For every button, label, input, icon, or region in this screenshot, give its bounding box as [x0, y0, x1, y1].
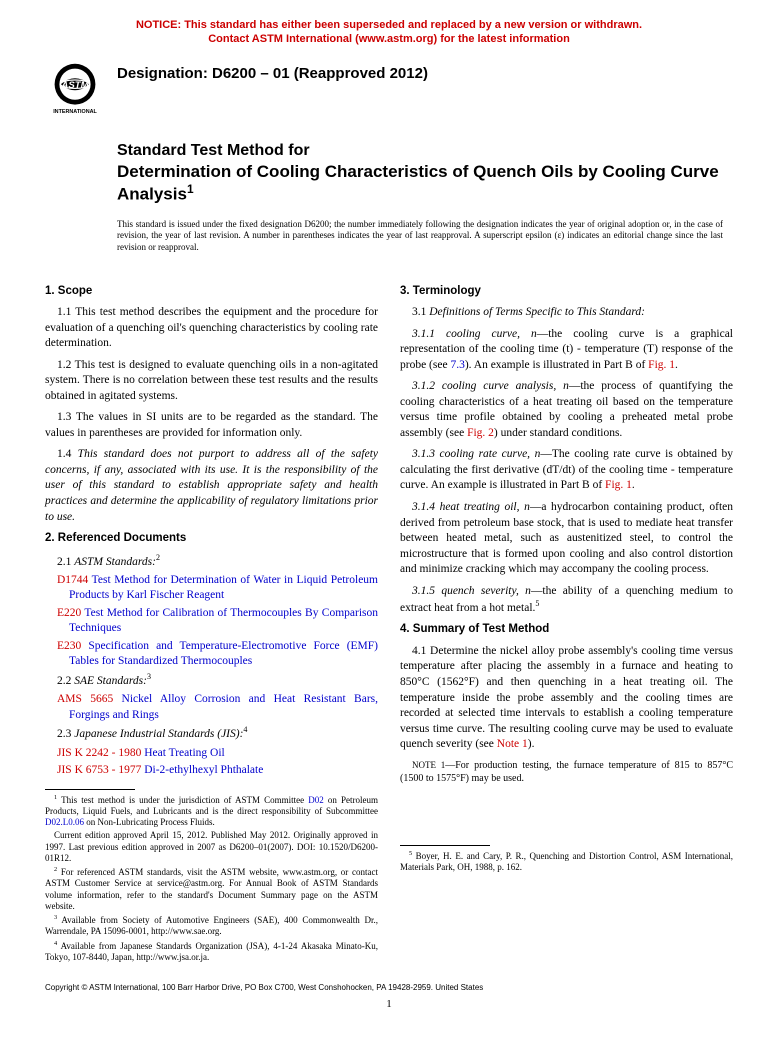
term311-label: 3.1.1 cooling curve, n — [412, 328, 537, 340]
sub-2-1: 2.1 ASTM Standards:2 — [45, 553, 378, 570]
right-column: 3. Terminology 3.1 Definitions of Terms … — [400, 278, 733, 965]
term-3-1-2: 3.1.2 cooling curve analysis, n—the proc… — [400, 379, 733, 441]
ref-e220-code[interactable]: E220 — [57, 607, 81, 619]
title-main-text: Determination of Cooling Characteristics… — [117, 162, 719, 204]
term-3-1-5: 3.1.5 quench severity, n—the ability of … — [400, 584, 733, 617]
ref-jisk2242-code[interactable]: JIS K 2242 - 1980 — [57, 747, 141, 759]
term312-label: 3.1.2 cooling curve analysis, n — [412, 380, 569, 392]
fn1c: on Non-Lubricating Process Fluids. — [84, 817, 215, 827]
designation-text: Designation: D6200 – 01 (Reapproved 2012… — [117, 65, 428, 82]
notice-line2: Contact ASTM International (www.astm.org… — [208, 33, 570, 45]
term315-sup: 5 — [535, 599, 539, 608]
sub-2-3: 2.3 Japanese Industrial Standards (JIS):… — [45, 725, 378, 742]
copyright-line: Copyright © ASTM International, 100 Barr… — [45, 983, 733, 992]
term311-fig[interactable]: Fig. 1 — [648, 359, 675, 371]
term-3-1-4: 3.1.4 heat treating oil, n—a hydrocarbon… — [400, 500, 733, 578]
note1-label: NOTE 1 — [412, 760, 445, 770]
para-1-4-text: This standard does not purport to addres… — [45, 448, 378, 522]
sub21-sup: 2 — [156, 553, 160, 562]
left-column: 1. Scope 1.1 This test method describes … — [45, 278, 378, 965]
footnote-5: 5 Boyer, H. E. and Cary, P. R., Quenchin… — [400, 850, 733, 874]
ref-d1744: D1744 Test Method for Determination of W… — [45, 573, 378, 604]
page-root: NOTICE: This standard has either been su… — [0, 0, 778, 1030]
para-1-3: 1.3 The values in SI units are to be reg… — [45, 410, 378, 441]
notice-banner: NOTICE: This standard has either been su… — [45, 18, 733, 47]
term314-label: 3.1.4 heat treating oil, n — [412, 501, 530, 513]
ref-ams5665-text[interactable]: Nickel Alloy Corrosion and Heat Resistan… — [69, 693, 378, 721]
title-block: Standard Test Method for Determination o… — [117, 141, 723, 205]
term-3-1-1: 3.1.1 cooling curve, n—the cooling curve… — [400, 327, 733, 374]
ref-ams5665-code[interactable]: AMS 5665 — [57, 693, 113, 705]
term313-fig[interactable]: Fig. 1 — [605, 479, 632, 491]
sub22-sup: 3 — [147, 672, 151, 681]
page-number: 1 — [45, 998, 733, 1010]
astm-logo: ASTM INTERNATIONAL — [45, 59, 105, 119]
para41-link[interactable]: Note 1 — [497, 738, 528, 750]
section-2-head: 2. Referenced Documents — [45, 531, 378, 547]
title-pre: Standard Test Method for — [117, 141, 723, 161]
ref-jisk6753-text[interactable]: Di-2-ethylhexyl Phthalate — [144, 764, 263, 776]
term312-fig[interactable]: Fig. 2 — [467, 427, 494, 439]
header-row: ASTM INTERNATIONAL Designation: D6200 – … — [45, 59, 733, 119]
notice-line1: NOTICE: This standard has either been su… — [136, 19, 642, 31]
svg-text:INTERNATIONAL: INTERNATIONAL — [53, 109, 97, 115]
fn1-link2[interactable]: D02.L0.06 — [45, 817, 84, 827]
term313-label: 3.1.3 cooling rate curve, n — [412, 448, 540, 460]
fn4-text: Available from Japanese Standards Organi… — [45, 941, 378, 962]
fn1a: This test method is under the jurisdicti… — [61, 795, 308, 805]
ref-e230-code[interactable]: E230 — [57, 640, 81, 652]
para-1-2: 1.2 This test is designed to evaluate qu… — [45, 358, 378, 405]
term-3-1-3: 3.1.3 cooling rate curve, n—The cooling … — [400, 447, 733, 494]
ref-e220-text[interactable]: Test Method for Calibration of Thermocou… — [69, 607, 378, 635]
term312-end: ) under standard conditions. — [494, 427, 622, 439]
para41a: 4.1 Determine the nickel alloy probe ass… — [400, 645, 733, 750]
footnote-1b: Current edition approved April 15, 2012.… — [45, 830, 378, 864]
svg-text:ASTM: ASTM — [60, 79, 89, 90]
note1-text: —For production testing, the furnace tem… — [400, 760, 733, 784]
title-main: Determination of Cooling Characteristics… — [117, 161, 723, 205]
footnote-4: 4 Available from Japanese Standards Orga… — [45, 940, 378, 964]
sub-3-1-text: Definitions of Terms Specific to This St… — [429, 306, 645, 318]
term311-end: ). An example is illustrated in Part B o… — [465, 359, 648, 371]
footnote-1: 1 This test method is under the jurisdic… — [45, 794, 378, 829]
fn5-text: Boyer, H. E. and Cary, P. R., Quenching … — [400, 851, 733, 872]
title-sup: 1 — [187, 182, 194, 196]
fn2-text: For referenced ASTM standards, visit the… — [45, 867, 378, 911]
sub-2-2: 2.2 SAE Standards:3 — [45, 672, 378, 689]
para-1-1: 1.1 This test method describes the equip… — [45, 305, 378, 352]
ref-jisk6753: JIS K 6753 - 1977 Di-2-ethylhexyl Phthal… — [45, 763, 378, 779]
ref-ams5665: AMS 5665 Nickel Alloy Corrosion and Heat… — [45, 692, 378, 723]
para-1-4: 1.4 This standard does not purport to ad… — [45, 447, 378, 525]
ref-e230: E230 Specification and Temperature-Elect… — [45, 639, 378, 670]
footnote-rule-right — [400, 845, 490, 846]
term315-label: 3.1.5 quench severity, n — [412, 585, 531, 597]
para41b: ). — [528, 738, 535, 750]
sub-3-1: 3.1 Definitions of Terms Specific to Thi… — [400, 305, 733, 321]
para-4-1: 4.1 Determine the nickel alloy probe ass… — [400, 644, 733, 753]
ref-e230-text[interactable]: Specification and Temperature-Electromot… — [69, 640, 378, 668]
ref-jisk2242: JIS K 2242 - 1980 Heat Treating Oil — [45, 746, 378, 762]
term313-dot: . — [632, 479, 635, 491]
footnote-rule-left — [45, 789, 135, 790]
section-1-head: 1. Scope — [45, 284, 378, 300]
term311-dot: . — [675, 359, 678, 371]
footnote-2: 2 For referenced ASTM standards, visit t… — [45, 866, 378, 912]
columns: 1. Scope 1.1 This test method describes … — [45, 278, 733, 965]
issued-note: This standard is issued under the fixed … — [117, 219, 723, 254]
section-4-head: 4. Summary of Test Method — [400, 622, 733, 638]
fn3-text: Available from Society of Automotive Eng… — [45, 915, 378, 936]
term311-link[interactable]: 7.3 — [450, 359, 464, 371]
note-1: NOTE 1—For production testing, the furna… — [400, 759, 733, 785]
ref-jisk6753-code[interactable]: JIS K 6753 - 1977 — [57, 764, 141, 776]
ref-e220: E220 Test Method for Calibration of Ther… — [45, 606, 378, 637]
fn1-link1[interactable]: D02 — [308, 795, 324, 805]
sub23-sup: 4 — [243, 725, 247, 734]
footnote-3: 3 Available from Society of Automotive E… — [45, 914, 378, 938]
ref-d1744-code[interactable]: D1744 — [57, 574, 88, 586]
ref-d1744-text[interactable]: Test Method for Determination of Water i… — [69, 574, 378, 602]
section-3-head: 3. Terminology — [400, 284, 733, 300]
ref-jisk2242-text[interactable]: Heat Treating Oil — [144, 747, 225, 759]
